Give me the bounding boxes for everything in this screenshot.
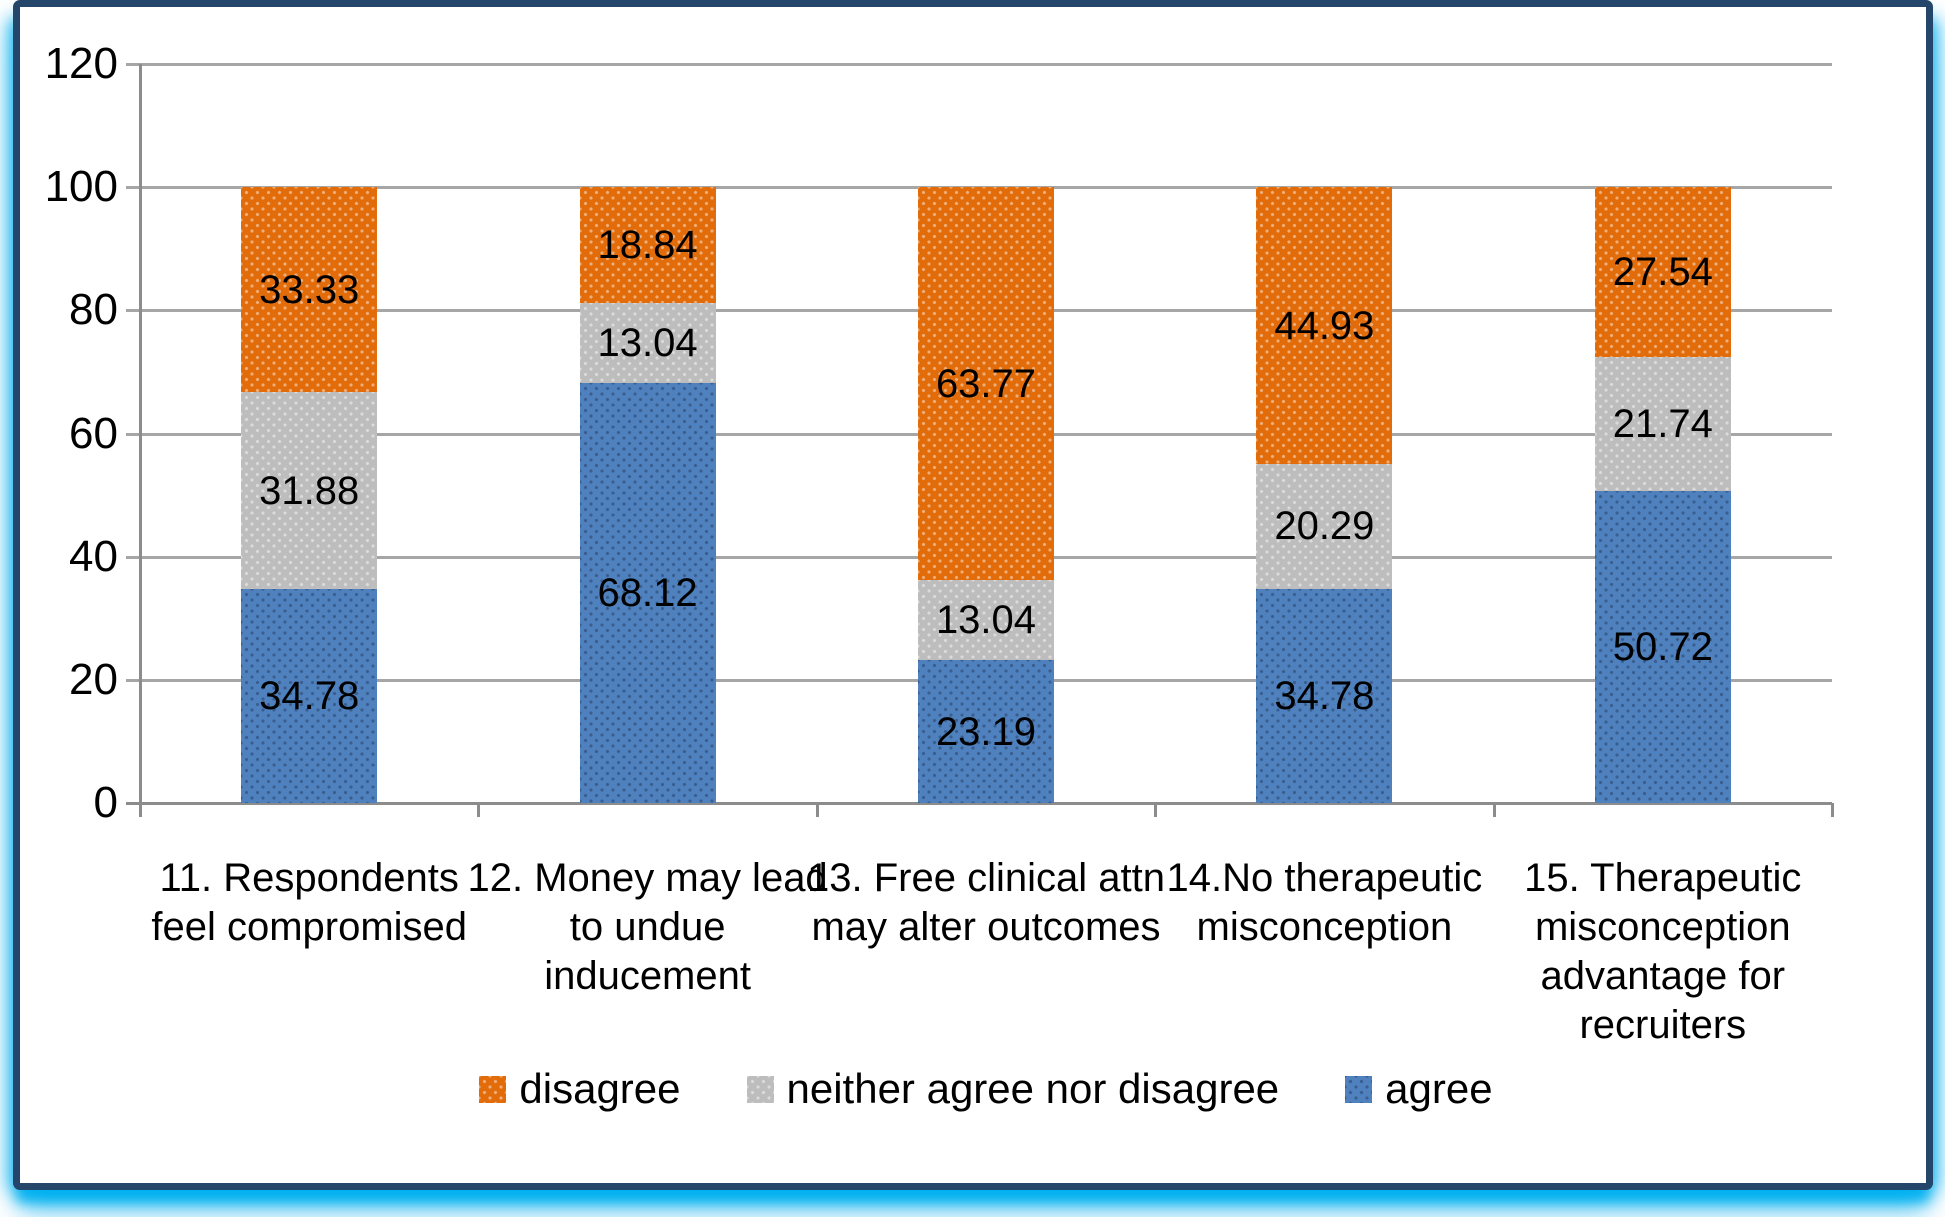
data-label: 34.78	[259, 673, 360, 718]
data-label: 23.19	[935, 709, 1037, 754]
y-tick-label: 20	[69, 654, 118, 704]
x-category-label: 12. Money may lead to undue inducement	[467, 856, 828, 998]
data-label: 18.84	[597, 223, 698, 268]
x-axis-tick	[1492, 803, 1496, 817]
bar-segment-neither: 31.88	[241, 392, 378, 589]
x-axis-line	[126, 802, 1832, 805]
legend-swatch-icon	[479, 1075, 507, 1103]
bar-segment-neither: 21.74	[1594, 356, 1731, 491]
data-label: 27.54	[1612, 249, 1713, 294]
bar-segment-disagree: 18.84	[579, 187, 716, 304]
x-axis-tick	[1154, 803, 1158, 817]
x-axis-tick	[139, 803, 142, 817]
x-category-label: 11. Respondents feel compromised	[151, 856, 468, 949]
x-axis-tick	[815, 803, 819, 817]
bar-segment-neither: 13.04	[579, 303, 716, 384]
data-label: 33.33	[259, 267, 360, 312]
x-axis-tick	[1831, 803, 1834, 817]
bar-segment-disagree: 63.77	[918, 187, 1054, 580]
bar-segment-agree: 23.19	[918, 660, 1054, 803]
y-tick-label: 40	[69, 531, 118, 581]
bar-segment-disagree: 44.93	[1256, 187, 1393, 464]
stacked-bar-chart: 120 100 80 60 40 20 0 34.78 31.88 33.33 11. Respon…	[40, 14, 1932, 1183]
x-category-label: 14.No therapeutic misconception	[1166, 856, 1483, 949]
bar-segment-agree: 50.72	[1594, 490, 1731, 803]
data-label: 20.29	[1274, 504, 1375, 549]
y-tick-label: 120	[44, 39, 118, 88]
data-label: 13.04	[597, 321, 698, 366]
y-axis-line	[139, 64, 142, 817]
gridline	[126, 63, 1832, 66]
bar-segment-agree: 34.78	[1256, 588, 1393, 803]
data-label: 31.88	[259, 468, 360, 513]
x-category-label: 13. Free clinical attn may alter outcome…	[807, 856, 1165, 949]
bar-segment-agree: 34.78	[241, 588, 378, 803]
y-tick-label: 60	[69, 408, 118, 458]
legend-swatch-icon	[1345, 1075, 1373, 1103]
data-label: 50.72	[1612, 624, 1713, 669]
data-label: 68.12	[597, 571, 698, 616]
data-label: 63.77	[935, 361, 1037, 406]
y-tick-label: 100	[44, 162, 118, 212]
legend-label: neither agree nor disagree	[786, 1065, 1280, 1112]
bar-segment-agree: 68.12	[579, 383, 716, 803]
legend-item-neither: neither agree nor disagree	[746, 1065, 1280, 1112]
y-tick-label: 0	[93, 778, 118, 827]
legend-label: agree	[1385, 1065, 1493, 1112]
legend-label: disagree	[519, 1065, 681, 1112]
x-axis-tick	[477, 803, 481, 817]
legend: disagree neither agree nor disagree agree	[140, 1066, 1832, 1112]
bar-segment-disagree: 27.54	[1594, 187, 1731, 357]
legend-item-disagree: disagree	[479, 1065, 681, 1112]
bar-segment-neither: 13.04	[918, 579, 1054, 661]
bar-segment-disagree: 33.33	[241, 187, 378, 393]
y-tick-label: 80	[69, 285, 118, 335]
bar-segment-neither: 20.29	[1256, 463, 1393, 589]
data-label: 13.04	[935, 598, 1037, 643]
legend-item-agree: agree	[1345, 1065, 1493, 1112]
x-category-label: 15. Therapeutic misconception advantage …	[1524, 856, 1802, 1047]
data-label: 21.74	[1612, 401, 1713, 446]
chart-frame: 120 100 80 60 40 20 0 34.78 31.88 33.33 11. Respon…	[13, 0, 1933, 1190]
data-label: 34.78	[1274, 673, 1375, 718]
legend-swatch-icon	[746, 1075, 774, 1103]
data-label: 44.93	[1274, 303, 1375, 348]
